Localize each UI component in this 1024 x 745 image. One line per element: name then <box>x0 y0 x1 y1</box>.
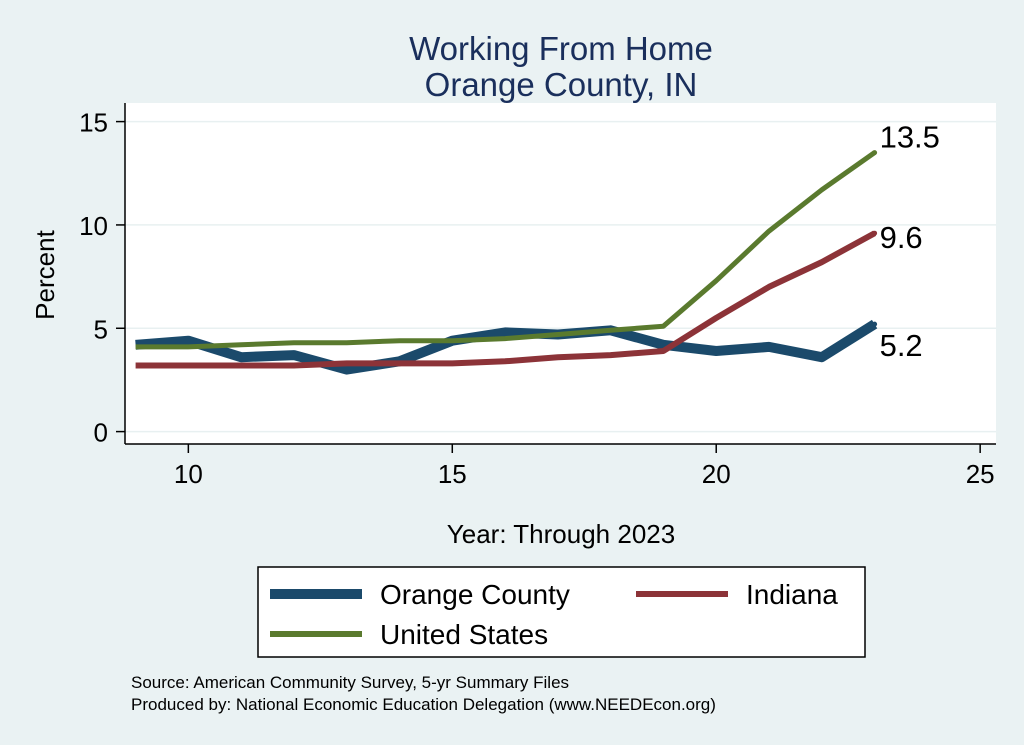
y-tick-label-0: 0 <box>94 418 108 448</box>
grid-lines <box>125 120 996 433</box>
legend-label-orange-county: Orange County <box>380 579 570 610</box>
y-tick-label-15: 15 <box>79 108 108 138</box>
axes: 0 5 10 15 10 15 20 25 <box>79 103 996 489</box>
x-axis-label: Year: Through 2023 <box>447 519 675 549</box>
y-axis-label: Percent <box>30 229 60 319</box>
x-tick-label-10: 10 <box>174 459 203 489</box>
end-label-united-states: 13.5 <box>880 120 940 155</box>
x-tick-label-15: 15 <box>438 459 467 489</box>
chart-title-line-2: Orange County, IN <box>425 66 698 103</box>
chart-title-line-1: Working From Home <box>409 30 713 67</box>
end-label-indiana: 9.6 <box>880 220 923 255</box>
y-tick-label-5: 5 <box>94 314 108 344</box>
legend-label-united-states: United States <box>380 619 548 650</box>
legend-label-indiana: Indiana <box>746 579 838 610</box>
series-end-point-united-states <box>872 150 878 156</box>
legend: Orange County Indiana United States <box>270 579 838 650</box>
series-end-point-indiana <box>872 230 878 236</box>
series-end-point-orange-county <box>872 321 878 327</box>
source-line-2: Produced by: National Economic Education… <box>131 695 716 714</box>
plot-area <box>125 103 996 444</box>
x-tick-label-20: 20 <box>702 459 731 489</box>
legend-box <box>257 566 866 658</box>
series-line-orange-county <box>135 319 878 375</box>
series-line-united-states <box>135 150 877 350</box>
series-lines <box>135 150 878 375</box>
end-label-orange-county: 5.2 <box>880 328 923 363</box>
source-line-1: Source: American Community Survey, 5-yr … <box>131 673 569 692</box>
series-line-indiana <box>135 230 877 369</box>
x-tick-label-25: 25 <box>966 459 995 489</box>
end-labels: 5.2 9.6 13.5 <box>880 120 940 364</box>
y-tick-label-10: 10 <box>79 211 108 241</box>
